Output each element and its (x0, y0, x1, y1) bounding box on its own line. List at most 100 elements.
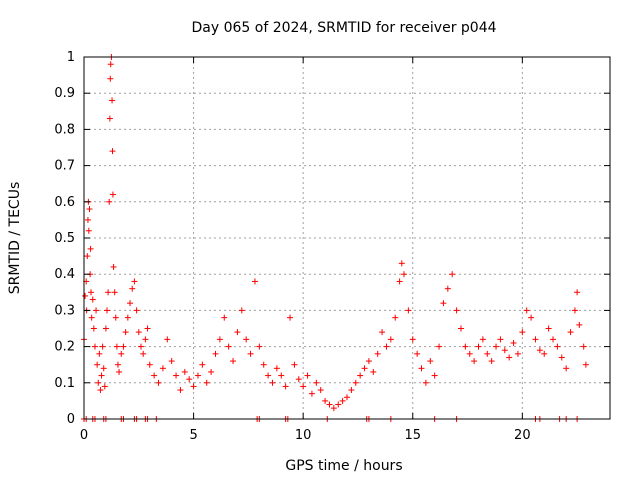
x-tick-label: 10 (295, 428, 312, 443)
data-point (563, 365, 570, 372)
data-point (116, 368, 123, 375)
data-point (159, 365, 166, 372)
data-point (260, 361, 267, 368)
data-point (109, 97, 116, 104)
x-tick-label: 0 (80, 428, 88, 443)
data-point (409, 336, 416, 343)
data-point (357, 372, 364, 379)
data-point (251, 278, 258, 285)
data-point (326, 401, 333, 408)
data-point (122, 329, 129, 336)
data-point (111, 289, 118, 296)
data-point (104, 307, 111, 314)
data-point (173, 372, 180, 379)
data-point (234, 329, 241, 336)
data-point (247, 350, 254, 357)
data-point (96, 350, 103, 357)
data-point (144, 325, 151, 332)
data-point (582, 361, 589, 368)
data-point (88, 314, 95, 321)
data-point (278, 372, 285, 379)
data-point (479, 336, 486, 343)
x-axis-title: GPS time / hours (285, 458, 402, 474)
data-point (370, 368, 377, 375)
data-point (506, 354, 513, 361)
data-point (383, 343, 390, 350)
data-point (414, 350, 421, 357)
data-point (392, 314, 399, 321)
data-point (105, 289, 112, 296)
data-point (107, 75, 114, 82)
data-point (405, 307, 412, 314)
data-point (85, 227, 92, 234)
data-point (348, 387, 355, 394)
data-point (396, 278, 403, 285)
data-point (444, 285, 451, 292)
data-point (449, 271, 456, 278)
data-point (106, 115, 113, 122)
data-point (87, 245, 94, 252)
data-point (84, 216, 91, 223)
data-point (536, 347, 543, 354)
data-point (532, 336, 539, 343)
data-point (190, 383, 197, 390)
data-point (387, 336, 394, 343)
y-tick-label: 0.3 (54, 303, 75, 318)
data-point (120, 343, 127, 350)
y-tick-label: 0.9 (54, 86, 75, 101)
axes (83, 56, 611, 420)
data-point (113, 343, 120, 350)
data-point (101, 383, 108, 390)
data-point (86, 206, 93, 213)
data-point (453, 307, 460, 314)
data-point (203, 379, 210, 386)
data-point (436, 343, 443, 350)
data-point (541, 350, 548, 357)
data-point (523, 307, 530, 314)
data-point (567, 329, 574, 336)
x-tick-label: 20 (514, 428, 531, 443)
data-point (291, 361, 298, 368)
data-point (194, 372, 201, 379)
data-point (164, 336, 171, 343)
x-tick-label: 15 (404, 428, 421, 443)
y-tick-label: 0.8 (54, 122, 75, 137)
y-tick-label: 0.5 (54, 231, 75, 246)
data-point (186, 376, 193, 383)
data-point (109, 148, 116, 155)
data-point (84, 253, 91, 260)
data-point (300, 383, 307, 390)
data-point (91, 343, 98, 350)
data-point (109, 191, 116, 198)
data-point (110, 263, 117, 270)
plot-frame (83, 56, 611, 420)
data-point (225, 343, 232, 350)
data-point (114, 361, 121, 368)
data-point (177, 387, 184, 394)
data-point (322, 397, 329, 404)
data-point (440, 300, 447, 307)
data-point (466, 350, 473, 357)
data-point (140, 350, 147, 357)
data-point (365, 358, 372, 365)
data-point (230, 358, 237, 365)
data-point (501, 347, 508, 354)
data-point (317, 387, 324, 394)
data-point (308, 390, 315, 397)
data-point (102, 325, 109, 332)
data-point (361, 365, 368, 372)
data-point (313, 379, 320, 386)
data-point (97, 387, 104, 394)
data-point (98, 372, 105, 379)
data-point (344, 394, 350, 401)
data-point (137, 343, 144, 350)
data-point (118, 350, 125, 357)
y-tick-label: 0.2 (54, 340, 75, 355)
data-point (330, 405, 337, 412)
data-point (127, 300, 134, 307)
data-point (545, 325, 552, 332)
data-point (256, 343, 263, 350)
data-point (457, 325, 464, 332)
chart-title: Day 065 of 2024, SRMTID for receiver p04… (191, 20, 496, 36)
data-point (168, 358, 175, 365)
